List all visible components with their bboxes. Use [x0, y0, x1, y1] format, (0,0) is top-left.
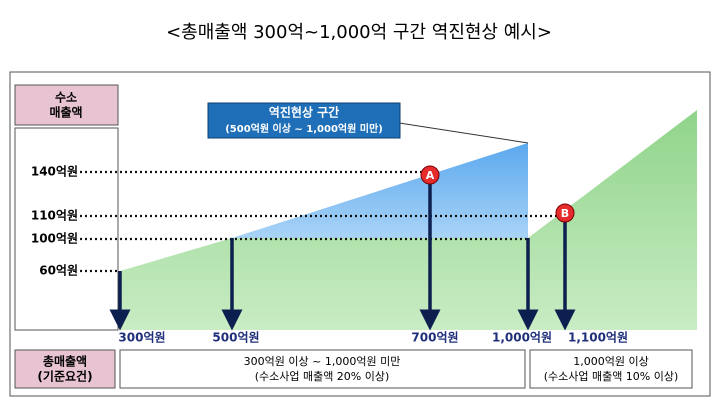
y-label: 110억원	[31, 209, 78, 223]
criteria-header: 총매출액	[43, 354, 87, 369]
y-label-box	[14, 127, 119, 331]
x-label: 300억원	[118, 331, 165, 345]
y-header-box	[14, 84, 119, 126]
marker-label: A	[426, 169, 435, 182]
callout-line	[379, 119, 529, 144]
y-label: 140억원	[31, 165, 78, 179]
callout-box	[207, 102, 401, 139]
callout-title: 역진현상 구간	[269, 105, 339, 120]
y-header: 매출액	[49, 105, 82, 120]
criteria-box	[119, 349, 526, 389]
x-label: 1,000억원	[492, 331, 552, 345]
y-label: 100억원	[31, 232, 78, 246]
criteria-header: (기준요건)	[37, 369, 92, 384]
y-header: 수소	[55, 91, 77, 105]
marker	[420, 165, 440, 185]
title: <총매출액 300억~1,000억 구간 역진현상 예시>	[166, 22, 552, 43]
criteria-header-box	[14, 349, 116, 389]
marker	[555, 203, 575, 223]
criteria-text: (수소사업 매출액 20% 이상)	[255, 370, 390, 383]
callout-subtitle: (500억원 이상 ~ 1,000억원 미만)	[225, 122, 383, 135]
criteria-text: (수소사업 매출액 10% 이상)	[544, 370, 679, 383]
criteria-box	[529, 349, 693, 389]
x-label: 500억원	[212, 331, 259, 345]
marker-label: B	[561, 207, 569, 220]
criteria-text: 300억원 이상 ~ 1,000억원 미만	[244, 355, 401, 368]
criteria-text: 1,000억원 이상	[573, 355, 648, 368]
green-area	[120, 110, 697, 330]
x-label: 1,100억원	[568, 331, 628, 345]
blue-area	[232, 143, 528, 238]
x-label: 700억원	[411, 331, 458, 345]
frame	[9, 71, 711, 397]
y-label: 60억원	[39, 264, 78, 278]
